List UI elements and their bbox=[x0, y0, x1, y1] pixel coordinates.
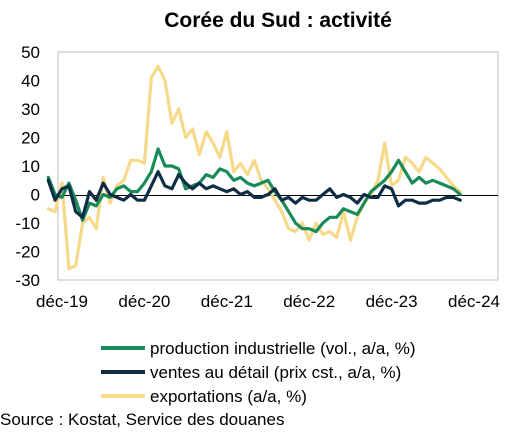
y-tick-label: -10 bbox=[15, 214, 40, 233]
legend: production industrielle (vol., a/a, %) ve… bbox=[101, 339, 416, 406]
plot-area-border bbox=[57, 51, 499, 281]
x-tick-label: déc-23 bbox=[366, 292, 418, 311]
y-tick-label: 10 bbox=[21, 157, 40, 176]
y-tick-label: 0 bbox=[31, 186, 40, 205]
x-tick-label: déc-19 bbox=[36, 292, 88, 311]
x-axis: déc-19 déc-20 déc-21 déc-22 déc-23 déc-24 bbox=[36, 292, 500, 311]
x-tick-label: déc-22 bbox=[283, 292, 335, 311]
chart-title: Corée du Sud : activité bbox=[164, 9, 392, 32]
x-tick-label: déc-21 bbox=[201, 292, 253, 311]
series-line-2 bbox=[46, 170, 462, 219]
legend-label: ventes au détail (prix cst., a/a, %) bbox=[150, 363, 401, 382]
y-tick-label: 30 bbox=[21, 100, 40, 119]
y-tick-label: 20 bbox=[21, 129, 40, 148]
source-note: Source : Kostat, Service des douanes bbox=[0, 410, 284, 429]
series-line-1 bbox=[46, 147, 462, 234]
y-axis: 50 40 30 20 10 0 -10 -20 -30 bbox=[15, 43, 40, 290]
series-line-3 bbox=[46, 64, 462, 271]
y-tick-label: 50 bbox=[21, 43, 40, 62]
series-lines bbox=[46, 64, 462, 271]
x-tick-label: déc-24 bbox=[448, 292, 500, 311]
y-tick-label: -20 bbox=[15, 243, 40, 262]
y-tick-label: 40 bbox=[21, 72, 40, 91]
legend-label: exportations (a/a, %) bbox=[150, 387, 307, 406]
legend-label: production industrielle (vol., a/a, %) bbox=[150, 339, 416, 358]
y-tick-label: -30 bbox=[15, 271, 40, 290]
x-tick-label: déc-20 bbox=[118, 292, 170, 311]
